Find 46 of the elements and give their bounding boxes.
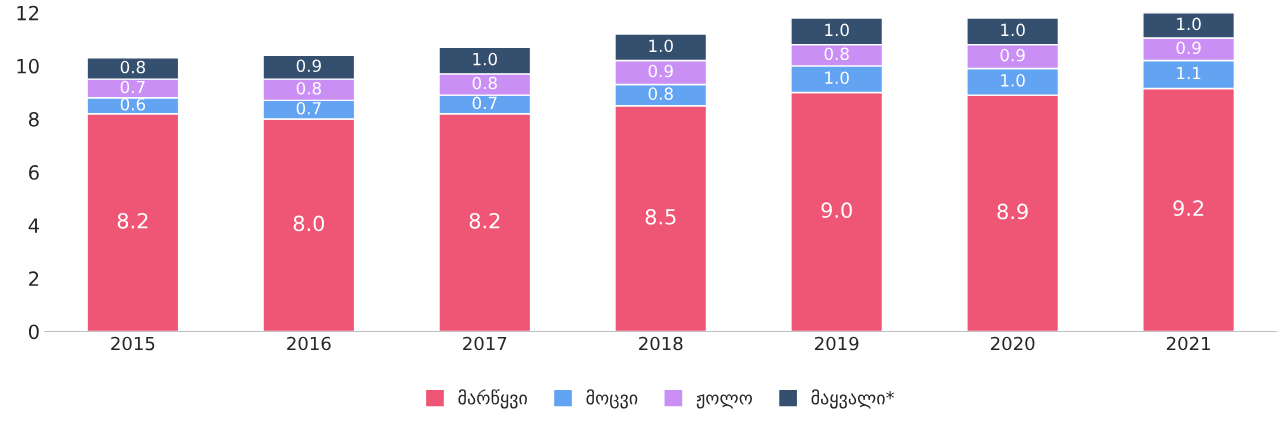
data-label: 8.9 [997, 203, 1028, 220]
data-label: 1.0 [1177, 17, 1201, 31]
legend-label: მაყვალი* [811, 389, 895, 409]
x-tick-label: 2019 [815, 336, 859, 351]
y-tick-label: 0 [28, 324, 39, 340]
y-tick-label: 6 [29, 165, 39, 180]
data-label: 1.0 [473, 52, 497, 66]
data-label: 0.8 [648, 87, 673, 100]
data-label: 1.0 [1001, 23, 1025, 37]
data-label: 0.8 [472, 76, 497, 90]
y-tick-label: 8 [28, 111, 39, 127]
data-label: 0.8 [296, 82, 321, 95]
data-label: 0.9 [1176, 41, 1201, 55]
data-label: 0.7 [472, 96, 497, 110]
data-label: 8.0 [293, 215, 325, 232]
x-tick-label: 2017 [463, 336, 507, 351]
data-label: 1.0 [649, 39, 673, 53]
data-label: 0.7 [120, 80, 145, 94]
data-label: 9.0 [821, 202, 852, 219]
data-label: 0.9 [296, 59, 321, 73]
y-tick-label: 10 [17, 58, 39, 74]
data-label: 1.0 [825, 71, 849, 84]
data-label: 0.6 [120, 97, 146, 111]
legend-label: მოცვი [586, 389, 638, 409]
data-label: 8.2 [469, 212, 500, 229]
x-tick-label: 2016 [287, 336, 331, 351]
y-tick-label: 2 [29, 271, 39, 286]
data-label: 9.2 [1173, 200, 1204, 217]
data-label: 0.9 [1000, 48, 1025, 62]
x-tick-label: 2018 [639, 336, 683, 351]
data-label: 1.0 [1001, 74, 1025, 87]
y-tick-label: 12 [17, 5, 39, 21]
x-tick-label: 2015 [111, 336, 155, 351]
legend-label: მარწყვი [458, 389, 527, 409]
data-label: 0.7 [296, 101, 321, 115]
data-label: 8.5 [645, 208, 676, 225]
y-tick-label: 4 [28, 218, 39, 233]
x-tick-label: 2021 [1166, 336, 1210, 351]
data-label: 1.1 [1177, 66, 1201, 80]
data-label: 0.8 [120, 60, 145, 74]
data-label: 0.8 [824, 47, 849, 61]
legend-label: ჟოლო [696, 394, 752, 409]
data-label: 0.9 [648, 64, 673, 78]
x-tick-label: 2020 [991, 336, 1035, 351]
data-label: 1.0 [825, 23, 849, 37]
data-label: 8.2 [117, 212, 148, 229]
